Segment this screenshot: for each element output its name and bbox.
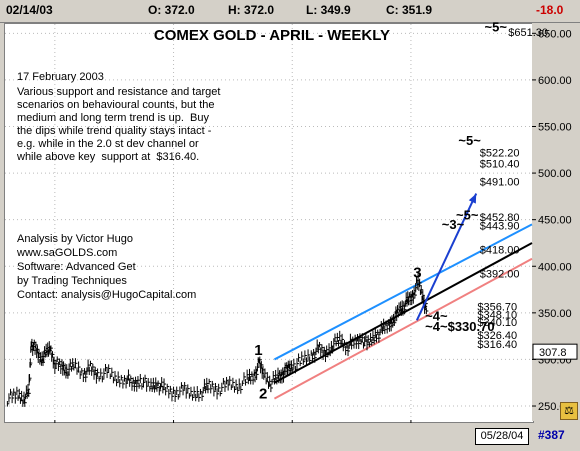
price-change: -18.0 xyxy=(536,3,564,17)
channel-upper xyxy=(273,223,533,361)
credits: Analysis by Victor Hugo www.saGOLDS.com So… xyxy=(17,232,196,302)
date-box: 05/28/04 xyxy=(475,428,529,445)
wave-label: ~3~ xyxy=(442,217,465,232)
y-tick-label: 600.00 xyxy=(538,75,572,87)
wave-label: 3 xyxy=(413,264,421,281)
price-level-label: $340.10 xyxy=(477,317,517,329)
projection-arrowhead xyxy=(468,193,477,204)
credits-line: Analysis by Victor Hugo xyxy=(17,233,133,245)
analysis-note: Various support and resistance and targe… xyxy=(17,86,220,164)
price-level-label: $510.40 xyxy=(480,158,520,170)
body-line: medium and long term trend is up. Buy xyxy=(17,112,209,124)
wave-label: ~4~ xyxy=(425,308,448,323)
plot-area xyxy=(4,23,534,423)
last-price-label: 307.8 xyxy=(539,347,567,359)
price-level-label: $522.20 xyxy=(480,147,520,159)
high-price: H: 372.0 xyxy=(228,3,275,17)
price-level-label: $348.10 xyxy=(477,310,517,322)
scale-icon[interactable]: ⚖ xyxy=(560,402,578,420)
price-level-label: $651.30 xyxy=(508,27,548,39)
body-line: e.g. while in the 2.0 st dev channel or xyxy=(17,138,199,150)
body-line: Various support and resistance and targe… xyxy=(17,86,221,98)
close-price: C: 351.9 xyxy=(386,3,433,17)
y-tick-label: 450.00 xyxy=(538,215,572,227)
wave-label: ~5~ xyxy=(456,208,479,223)
price-level-label: $326.40 xyxy=(477,330,517,342)
y-tick-label: 500.00 xyxy=(538,168,572,180)
wave-label: ~5~ xyxy=(458,133,481,148)
price-level-label: $418.00 xyxy=(480,244,520,256)
price-level-label: $356.70 xyxy=(477,302,517,314)
price-level-label: $491.00 xyxy=(480,176,520,188)
credits-line: www.saGOLDS.com xyxy=(17,247,118,259)
y-tick-label: 400.00 xyxy=(538,261,572,273)
price-level-label: $316.40 xyxy=(477,339,517,351)
chart-title: COMEX GOLD - APRIL - WEEKLY xyxy=(154,27,390,44)
channel-lower xyxy=(273,257,533,400)
bar-date: 02/14/03 xyxy=(6,3,53,17)
chart-number: #387 xyxy=(538,428,565,442)
price-level-label: $443.90 xyxy=(480,220,520,232)
wave-label: 1 xyxy=(254,342,262,359)
body-line: the dips while trend quality stays intac… xyxy=(17,125,212,137)
wave-label: ~5~ xyxy=(485,19,508,34)
price-level-label: $392.00 xyxy=(480,269,520,281)
price-level-label: $452.80 xyxy=(480,212,520,224)
y-tick-label: 650.00 xyxy=(538,28,572,40)
last-price-box xyxy=(532,343,578,360)
credits-line: Software: Advanced Get xyxy=(17,261,136,273)
body-line: while above key support at $316.40. xyxy=(17,151,200,163)
credits-line: Contact: analysis@HugoCapital.com xyxy=(17,289,197,301)
y-tick-label: 350.00 xyxy=(538,308,572,320)
wave-label: 2 xyxy=(259,386,267,403)
low-price: L: 349.9 xyxy=(306,3,351,17)
wave-label: ~4~$330.70 xyxy=(425,319,494,334)
y-tick-label: 550.00 xyxy=(538,121,572,133)
price-header: 02/14/03 O: 372.0 H: 372.0 L: 349.9 C: 3… xyxy=(0,0,580,23)
body-line: scenarios on behavioural counts, but the xyxy=(17,99,215,111)
note-date: 17 February 2003 xyxy=(17,71,104,83)
open-price: O: 372.0 xyxy=(148,3,195,17)
projection-arrow xyxy=(415,193,478,321)
credits-line: by Trading Techniques xyxy=(17,275,127,287)
